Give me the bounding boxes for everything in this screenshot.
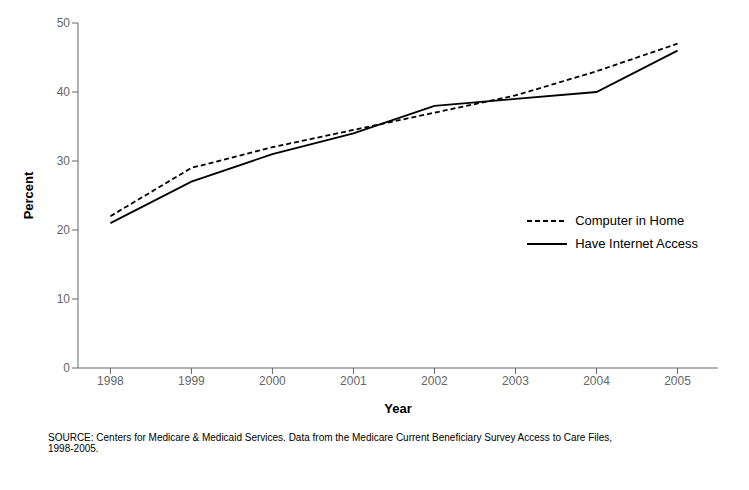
html-text:Have Internet Access: Have Internet Access [575,236,698,251]
svg-text:2004: 2004 [583,374,610,388]
svg-text:2001: 2001 [340,374,367,388]
svg-text:10: 10 [57,292,71,306]
svg-text:40: 40 [57,85,71,99]
svg-text:2003: 2003 [502,374,529,388]
svg-text:0: 0 [63,361,70,375]
svg-text:1998: 1998 [97,374,124,388]
html-text:Computer in Home: Computer in Home [575,213,685,228]
svg-text:Year: Year [384,401,411,416]
svg-text:20: 20 [57,223,71,237]
html-text:SOURCE: Centers for Medicare &: SOURCE: Centers for Medicare & Medicaid … [48,432,613,454]
svg-text:50: 50 [57,16,71,30]
svg-text:1999: 1999 [178,374,205,388]
svg-text:Percent: Percent [21,171,36,219]
svg-text:30: 30 [57,154,71,168]
svg-text:2005: 2005 [664,374,691,388]
svg-text:2000: 2000 [259,374,286,388]
svg-text:2002: 2002 [421,374,448,388]
